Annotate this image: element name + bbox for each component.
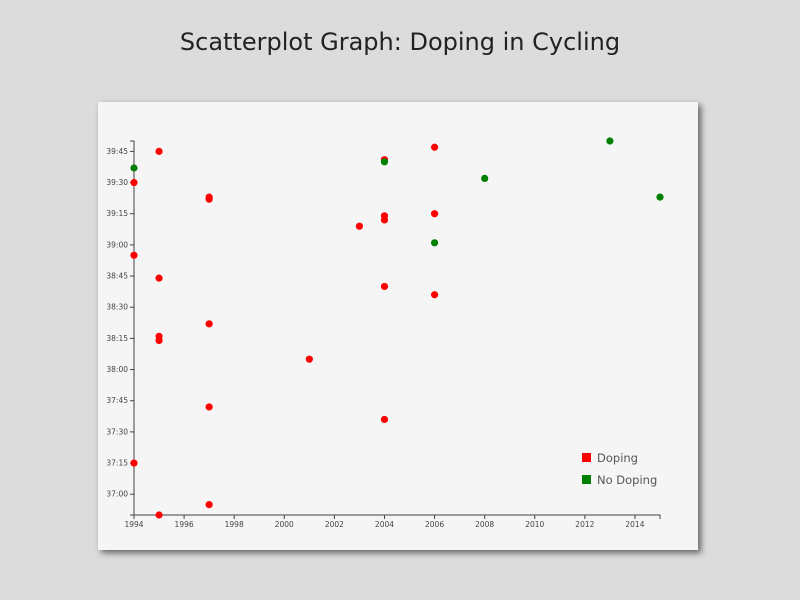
data-point[interactable] (205, 195, 213, 203)
y-tick-label: 38:15 (106, 334, 128, 343)
y-axis-line (130, 140, 135, 516)
legend-swatch (582, 453, 591, 462)
y-tick-label: 38:30 (106, 303, 128, 312)
data-point[interactable] (130, 251, 138, 259)
x-tick-label: 2000 (275, 520, 294, 529)
x-tick-label: 2008 (475, 520, 494, 529)
y-tick-label: 39:00 (106, 240, 128, 249)
data-point[interactable] (205, 403, 213, 411)
series-no-doping (130, 137, 664, 247)
data-point[interactable] (155, 511, 163, 519)
chart-card: 37:00 37:15 37:30 37:45 38:00 38:15 38:30 38:45… (98, 102, 698, 550)
x-tick-label: 2012 (575, 520, 594, 529)
data-point[interactable] (380, 415, 389, 424)
y-tick-label: 37:00 (106, 490, 128, 499)
scatterplot-chart: 37:00 37:15 37:30 37:45 38:00 38:15 38:30 38:45… (106, 137, 664, 529)
data-point[interactable] (656, 193, 664, 201)
data-point[interactable] (205, 501, 213, 509)
data-point[interactable] (205, 320, 213, 328)
data-point[interactable] (155, 147, 163, 155)
legend-label: No Doping (597, 473, 657, 487)
data-point[interactable] (355, 222, 364, 230)
x-tick-label: 2010 (525, 520, 544, 529)
legend-label: Doping (597, 451, 638, 465)
data-point[interactable] (155, 274, 163, 282)
data-point[interactable] (380, 216, 389, 224)
data-point[interactable] (130, 178, 138, 187)
data-point[interactable] (380, 158, 389, 166)
x-tick-label: 2014 (625, 520, 644, 529)
data-point[interactable] (430, 239, 439, 247)
page-title: Scatterplot Graph: Doping in Cycling (179, 28, 621, 56)
y-tick-label: 37:45 (106, 396, 128, 405)
data-point[interactable] (481, 174, 489, 182)
data-point[interactable] (606, 137, 614, 145)
x-tick-label: 1994 (124, 520, 143, 529)
y-tick-label: 38:45 (106, 272, 128, 281)
y-tick-label: 37:15 (106, 459, 128, 468)
data-point[interactable] (430, 291, 439, 299)
legend-swatch (582, 475, 591, 484)
x-tick-label: 2002 (325, 520, 344, 529)
y-tick-label: 38:00 (106, 365, 128, 374)
y-tick-label: 39:15 (106, 209, 128, 218)
y-tick-label: 39:30 (106, 178, 128, 187)
data-point[interactable] (380, 282, 389, 291)
x-axis-line (133, 514, 661, 519)
x-tick-label: 2004 (375, 520, 394, 529)
x-tick-label: 1996 (175, 520, 194, 529)
series-doping (130, 143, 439, 519)
data-point[interactable] (430, 210, 439, 218)
data-point[interactable] (305, 355, 313, 363)
data-point[interactable] (430, 143, 439, 151)
data-point[interactable] (130, 459, 138, 467)
data-point[interactable] (155, 336, 163, 345)
x-tick-label: 2006 (425, 520, 444, 529)
x-tick-label: 1998 (225, 520, 244, 529)
y-tick-label: 39:45 (106, 147, 128, 156)
data-point[interactable] (130, 164, 138, 172)
y-tick-label: 37:30 (106, 427, 128, 436)
